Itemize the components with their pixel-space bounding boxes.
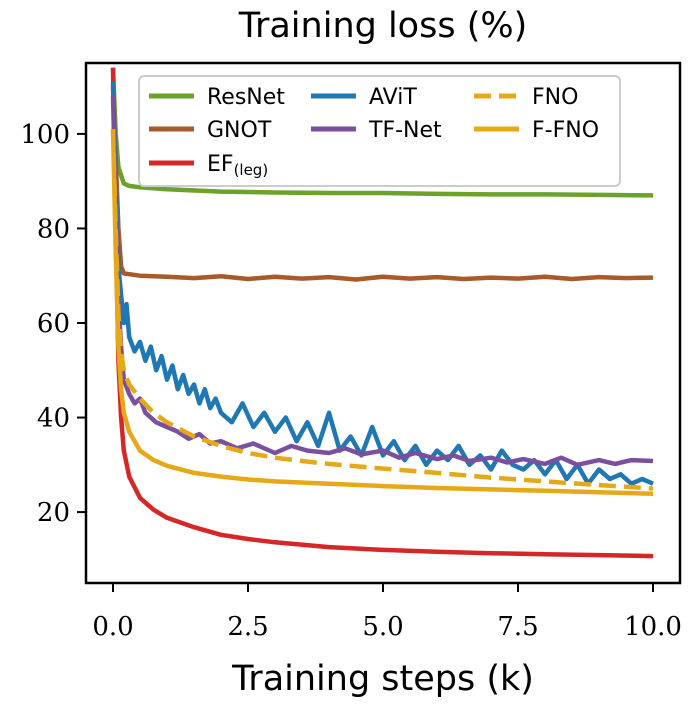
series-line-ef-leg bbox=[110, 67, 654, 559]
series-line-resnet bbox=[110, 67, 654, 198]
legend-label: TF-Net bbox=[368, 118, 442, 143]
series-line-f-fno bbox=[110, 129, 654, 496]
y-tick-label: 80 bbox=[37, 214, 70, 244]
chart-title: Training loss (%) bbox=[238, 6, 528, 46]
plot-frame bbox=[84, 61, 682, 585]
y-tick-label: 20 bbox=[37, 498, 70, 528]
legend-label: AViT bbox=[369, 85, 417, 110]
legend-label: F-FNO bbox=[532, 118, 599, 143]
y-tick-label: 100 bbox=[20, 120, 70, 150]
legend: ResNet GNOT EF(leg) AViT TF-Net FNO F-FNO bbox=[138, 75, 621, 187]
series-line-avit bbox=[110, 81, 654, 486]
x-axis-label: Training steps (k) bbox=[231, 659, 534, 699]
legend-label: GNOT bbox=[207, 118, 272, 143]
legend-label: ResNet bbox=[207, 85, 285, 110]
x-axis: 0.0 2.5 5.0 7.5 10.0 bbox=[92, 583, 682, 642]
x-tick-label: 10.0 bbox=[624, 612, 682, 642]
series-line-tf-net bbox=[110, 96, 654, 468]
y-tick-label: 40 bbox=[37, 404, 70, 434]
x-tick-label: 2.5 bbox=[227, 612, 268, 642]
legend-label: EF(leg) bbox=[207, 152, 268, 179]
x-tick-label: 0.0 bbox=[92, 612, 133, 642]
legend-box bbox=[138, 75, 621, 187]
x-tick-label: 5.0 bbox=[362, 612, 403, 642]
series-line-gnot bbox=[110, 86, 654, 282]
y-tick-label: 60 bbox=[37, 309, 70, 339]
x-tick-label: 7.5 bbox=[497, 612, 538, 642]
series-line-fno bbox=[110, 129, 654, 491]
y-axis: 20 40 60 80 100 bbox=[20, 120, 86, 528]
legend-label: FNO bbox=[532, 85, 578, 110]
plot-area bbox=[110, 67, 654, 559]
